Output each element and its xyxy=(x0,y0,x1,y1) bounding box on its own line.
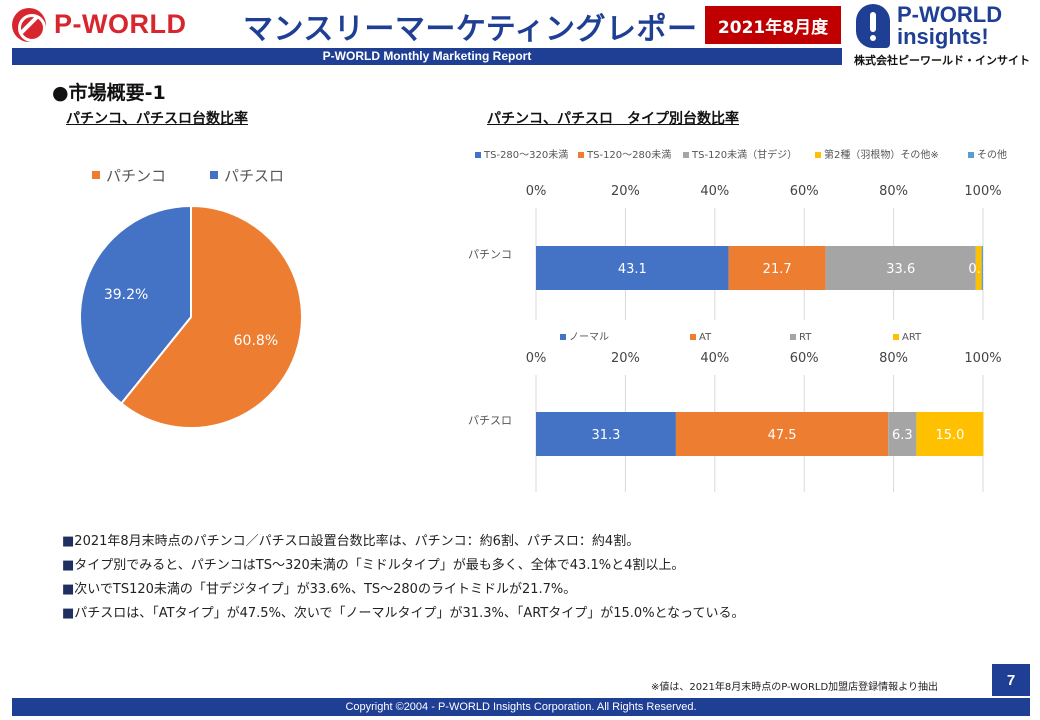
page-number: 7 xyxy=(992,664,1030,696)
bar-data-label: 31.3 xyxy=(591,428,620,443)
x-tick-label: 20% xyxy=(611,184,640,199)
x-tick-label: 80% xyxy=(879,351,908,366)
bar-legend-label: TS-120～280未満 xyxy=(586,149,671,161)
bar-data-label: 6.3 xyxy=(892,428,913,443)
bar-legend-swatch xyxy=(475,152,481,158)
pie-data-label: 39.2% xyxy=(104,287,148,303)
report-title: マンスリーマーケティングレポート xyxy=(243,12,728,47)
summary-line: 2021年8月末時点のパチンコ／パチスロ設置台数比率は、パチンコ：約6割、パチス… xyxy=(62,530,922,554)
bar-legend-swatch xyxy=(815,152,821,158)
x-tick-label: 40% xyxy=(700,351,729,366)
bar-legend-label: ART xyxy=(902,332,922,343)
p-world-insights-logo: P-WORLD insights! 株式会社ピーワールド・インサイト xyxy=(852,2,1037,68)
insights-logo-line1: P-WORLD xyxy=(897,2,1003,27)
company-name: 株式会社ピーワールド・インサイト xyxy=(854,54,1030,67)
section-heading: ●市場概要-1 xyxy=(52,82,166,104)
pie-chart-title: パチンコ、パチスロ台数比率 xyxy=(66,111,248,127)
exclamation-bubble-icon xyxy=(856,4,890,48)
x-tick-label: 40% xyxy=(700,184,729,199)
pie-legend-label: パチスロ xyxy=(224,167,284,185)
x-tick-label: 100% xyxy=(964,184,1001,199)
bar-legend-label: 第2種（羽根物）その他※ xyxy=(824,148,939,161)
bar-legend-label: TS-280～320未満 xyxy=(483,149,568,161)
bar-chart-title: パチンコ、パチスロ タイプ別台数比率 xyxy=(487,111,739,127)
bar-segment xyxy=(825,246,976,290)
summary-notes: 2021年8月末時点のパチンコ／パチスロ設置台数比率は、パチンコ：約6割、パチス… xyxy=(62,530,922,626)
category-label: パチスロ xyxy=(468,414,512,427)
summary-line: 次いでTS120未満の「甘デジタイプ」が33.6%、TS～280のライトミドルが… xyxy=(62,578,922,602)
x-tick-label: 0% xyxy=(526,184,547,199)
bar-segment xyxy=(675,412,889,456)
bar-data-label: 0.3 xyxy=(968,262,989,277)
bar-data-label: 21.7 xyxy=(763,262,792,277)
bar-segment xyxy=(916,412,984,456)
bar-legend-label: TS-120未満（甘デジ） xyxy=(691,148,797,161)
bar-legend-swatch xyxy=(968,152,974,158)
bar-segment xyxy=(888,412,917,456)
bar-legend-swatch xyxy=(683,152,689,158)
pie-legend-swatch xyxy=(92,171,100,179)
bar-segment xyxy=(536,412,676,456)
bar-legend-swatch xyxy=(790,334,796,340)
pie-data-label: 60.8% xyxy=(234,333,278,349)
bar-legend-swatch xyxy=(560,334,566,340)
bar-legend-label: その他 xyxy=(977,148,1007,161)
bar-legend-swatch xyxy=(893,334,899,340)
pie-chart: パチンコ パチスロ 60.8% 39.2% xyxy=(79,167,303,429)
bar-legend-swatch xyxy=(578,152,584,158)
p-world-logo: P-WORLD xyxy=(12,8,212,44)
stacked-bar-charts: TS-280～320未満 TS-120～280未満 TS-120未満（甘デジ） 第2種… xyxy=(468,148,1007,492)
bar-legend-label: ノーマル xyxy=(569,332,609,343)
bar-segment xyxy=(728,246,826,290)
x-tick-label: 80% xyxy=(879,184,908,199)
insights-logo-line2: insights! xyxy=(897,24,989,49)
bar-data-label: 43.1 xyxy=(618,262,647,277)
x-tick-label: 100% xyxy=(964,351,1001,366)
p-world-logo-icon xyxy=(12,8,46,42)
p-world-logo-text: P-WORLD xyxy=(54,9,187,39)
x-tick-label: 0% xyxy=(526,351,547,366)
bar-legend-label: RT xyxy=(799,332,812,343)
bar-data-label: 33.6 xyxy=(886,262,915,277)
bar-legend-swatch xyxy=(690,334,696,340)
pie-legend-swatch xyxy=(210,171,218,179)
category-label: パチンコ xyxy=(468,248,512,261)
summary-line: タイプ別でみると、パチンコはTS～320未満の「ミドルタイプ」が最も多く、全体で… xyxy=(62,554,922,578)
bar-segment xyxy=(981,246,983,290)
pie-legend-label: パチンコ xyxy=(106,167,166,185)
source-note: ※値は、2021年8月末時点のP-WORLD加盟店登録情報より抽出 xyxy=(651,682,938,693)
summary-line: パチスロは、「ATタイプ」が47.5%、次いで「ノーマルタイプ」が31.3%、「… xyxy=(62,602,922,626)
x-tick-label: 60% xyxy=(790,184,819,199)
pie-slice-pachislot xyxy=(79,204,192,405)
copyright-footer: Copyright ©2004 - P-WORLD Insights Corpo… xyxy=(12,698,1030,716)
x-tick-label: 60% xyxy=(790,351,819,366)
bar-data-label: 47.5 xyxy=(768,428,797,443)
subtitle-bar: P-WORLD Monthly Marketing Report xyxy=(12,48,842,65)
x-tick-label: 20% xyxy=(611,351,640,366)
bar-segment xyxy=(536,246,729,290)
bar-legend-label: AT xyxy=(699,332,712,343)
bar-data-label: 15.0 xyxy=(935,428,964,443)
month-badge: 2021年8月度 xyxy=(705,6,841,44)
bar-segment xyxy=(975,246,982,290)
pie-slice-pachinko xyxy=(119,204,303,429)
